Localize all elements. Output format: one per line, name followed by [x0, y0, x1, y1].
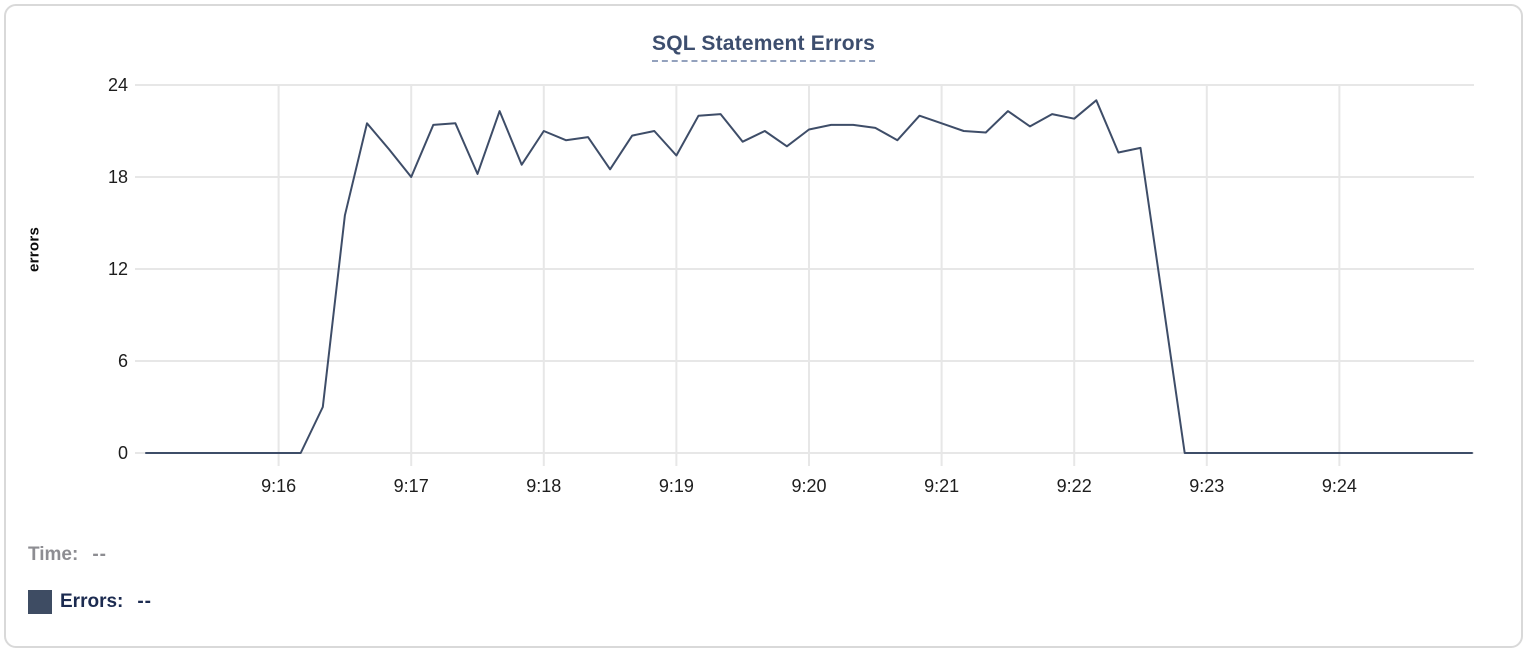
x-tick-label: 9:16 — [261, 476, 296, 496]
sql-errors-chart-canvas[interactable]: 0 6 12 18 24 9:16 9:17 9:18 9:19 9:20 9:21 9:22 9:2… — [6, 6, 1526, 518]
legend-errors-value: -- — [137, 591, 153, 612]
legend-time-row: Time: -- — [28, 542, 152, 568]
series-line-errors — [145, 99, 1473, 454]
x-tick-label: 9:21 — [924, 476, 959, 496]
legend-errors-row: Errors: -- — [28, 589, 152, 615]
x-tick-label: 9:24 — [1322, 476, 1357, 496]
chart-title-wrap: SQL Statement Errors — [6, 32, 1521, 62]
chart-card: SQL Statement Errors errors 0 6 12 18 24 9:1… — [4, 4, 1523, 648]
horizontal-gridlines — [135, 84, 1474, 454]
vertical-gridlines — [277, 85, 1341, 466]
errors-line-series — [145, 99, 1473, 454]
x-tick-label: 9:18 — [526, 476, 561, 496]
x-tick-label: 9:19 — [659, 476, 694, 496]
x-tick-label: 9:22 — [1057, 476, 1092, 496]
chart-legend: Time: -- Errors: -- — [28, 542, 152, 636]
y-tick-labels: 0 6 12 18 24 — [108, 75, 128, 463]
legend-time-value: -- — [92, 544, 107, 565]
y-tick-label: 6 — [118, 351, 128, 371]
x-tick-labels: 9:16 9:17 9:18 9:19 9:20 9:21 9:22 9:23 9:24 — [261, 476, 1357, 496]
chart-title[interactable]: SQL Statement Errors — [651, 32, 875, 62]
y-tick-label: 0 — [118, 443, 128, 463]
x-tick-label: 9:20 — [791, 476, 826, 496]
x-tick-label: 9:17 — [394, 476, 429, 496]
legend-errors-label: Errors: — [60, 591, 124, 612]
y-tick-label: 12 — [108, 259, 128, 279]
legend-time-label: Time: — [28, 544, 79, 565]
y-tick-label: 18 — [108, 167, 128, 187]
errors-series-swatch-icon — [28, 590, 52, 614]
y-tick-label: 24 — [108, 75, 128, 95]
x-tick-label: 9:23 — [1189, 476, 1224, 496]
